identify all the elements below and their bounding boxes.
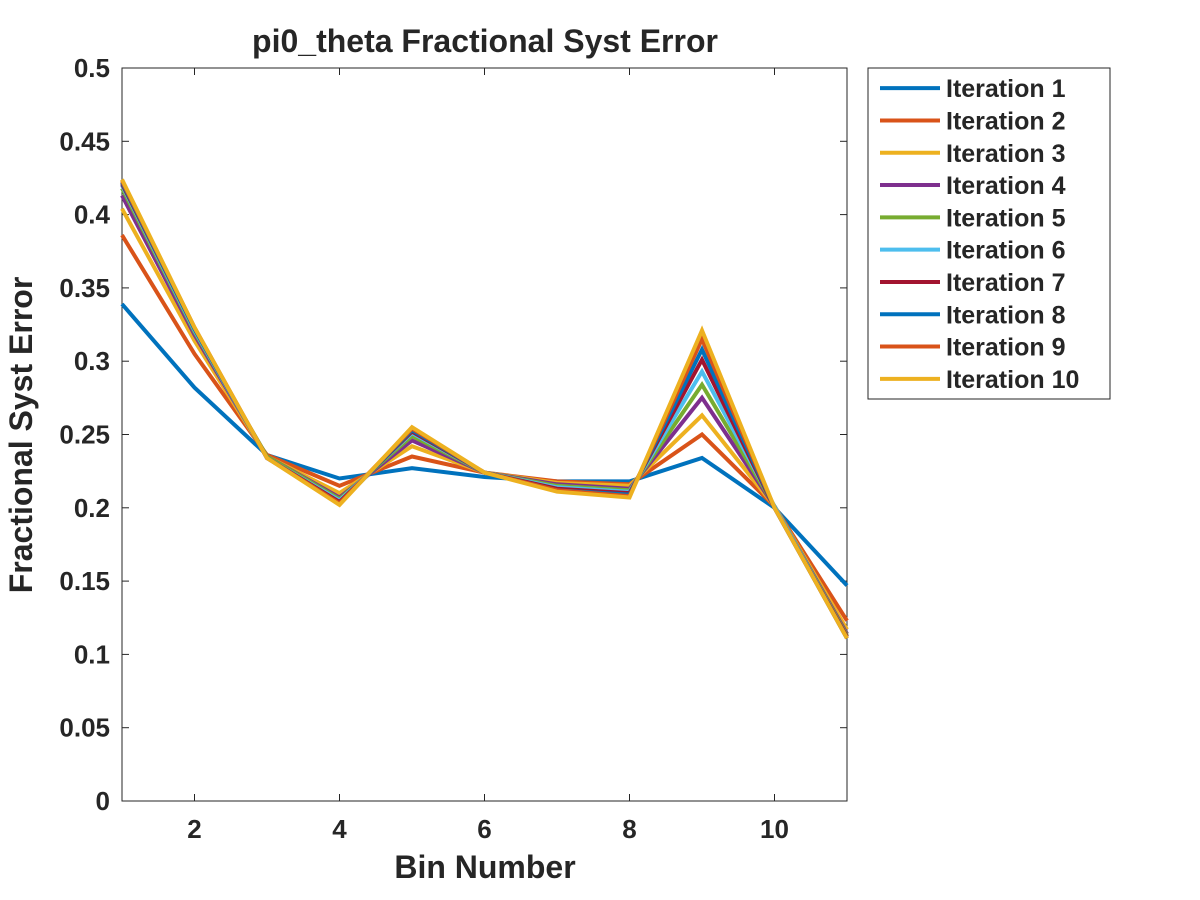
legend-label: Iteration 3 bbox=[946, 140, 1065, 168]
legend-box bbox=[867, 67, 1111, 400]
x-tick-label: 10 bbox=[760, 814, 789, 844]
y-tick-label: 0.45 bbox=[59, 126, 110, 156]
legend-label: Iteration 9 bbox=[946, 334, 1065, 362]
y-tick-label: 0.1 bbox=[74, 639, 110, 669]
x-tick-label: 2 bbox=[187, 814, 201, 844]
legend-label: Iteration 10 bbox=[946, 366, 1079, 394]
x-tick-label: 8 bbox=[622, 814, 636, 844]
series-line-iteration-10 bbox=[120, 178, 849, 640]
chart-title: pi0_theta Fractional Syst Error bbox=[252, 23, 718, 59]
y-tick-label: 0.15 bbox=[59, 566, 110, 596]
legend: Iteration 1 Iteration 2 Iteration 3 Iterati… bbox=[867, 67, 1111, 400]
y-axis-label: Fractional Syst Error bbox=[3, 277, 39, 594]
legend-label: Iteration 6 bbox=[946, 237, 1065, 265]
y-tick-label: 0 bbox=[96, 786, 110, 816]
x-tick-label: 4 bbox=[332, 814, 347, 844]
legend-label: Iteration 5 bbox=[946, 204, 1066, 232]
y-tick-label: 0.4 bbox=[74, 200, 111, 230]
y-tick-label: 0.35 bbox=[59, 273, 110, 303]
legend-label: Iteration 7 bbox=[946, 269, 1065, 297]
y-tick-label: 0.5 bbox=[74, 53, 110, 83]
legend-label: Iteration 4 bbox=[946, 172, 1066, 200]
y-tick-label: 0.3 bbox=[74, 346, 110, 376]
x-axis: 2 4 6 8 10 bbox=[187, 68, 789, 844]
series-layer bbox=[120, 178, 849, 640]
y-tick-label: 0.25 bbox=[59, 420, 110, 450]
y-tick-label: 0.2 bbox=[74, 493, 110, 523]
x-tick-label: 6 bbox=[477, 814, 491, 844]
x-axis-label: Bin Number bbox=[394, 849, 575, 885]
y-axis: 0 0.05 0.1 0.15 0.2 0.25 0.3 0.35 0.4 0.45 0.5 bbox=[59, 53, 847, 816]
legend-label: Iteration 1 bbox=[946, 75, 1066, 103]
legend-label: Iteration 8 bbox=[946, 301, 1066, 329]
series-line-iteration-1 bbox=[120, 302, 849, 587]
y-tick-label: 0.05 bbox=[59, 713, 110, 743]
legend-label: Iteration 2 bbox=[946, 107, 1065, 135]
